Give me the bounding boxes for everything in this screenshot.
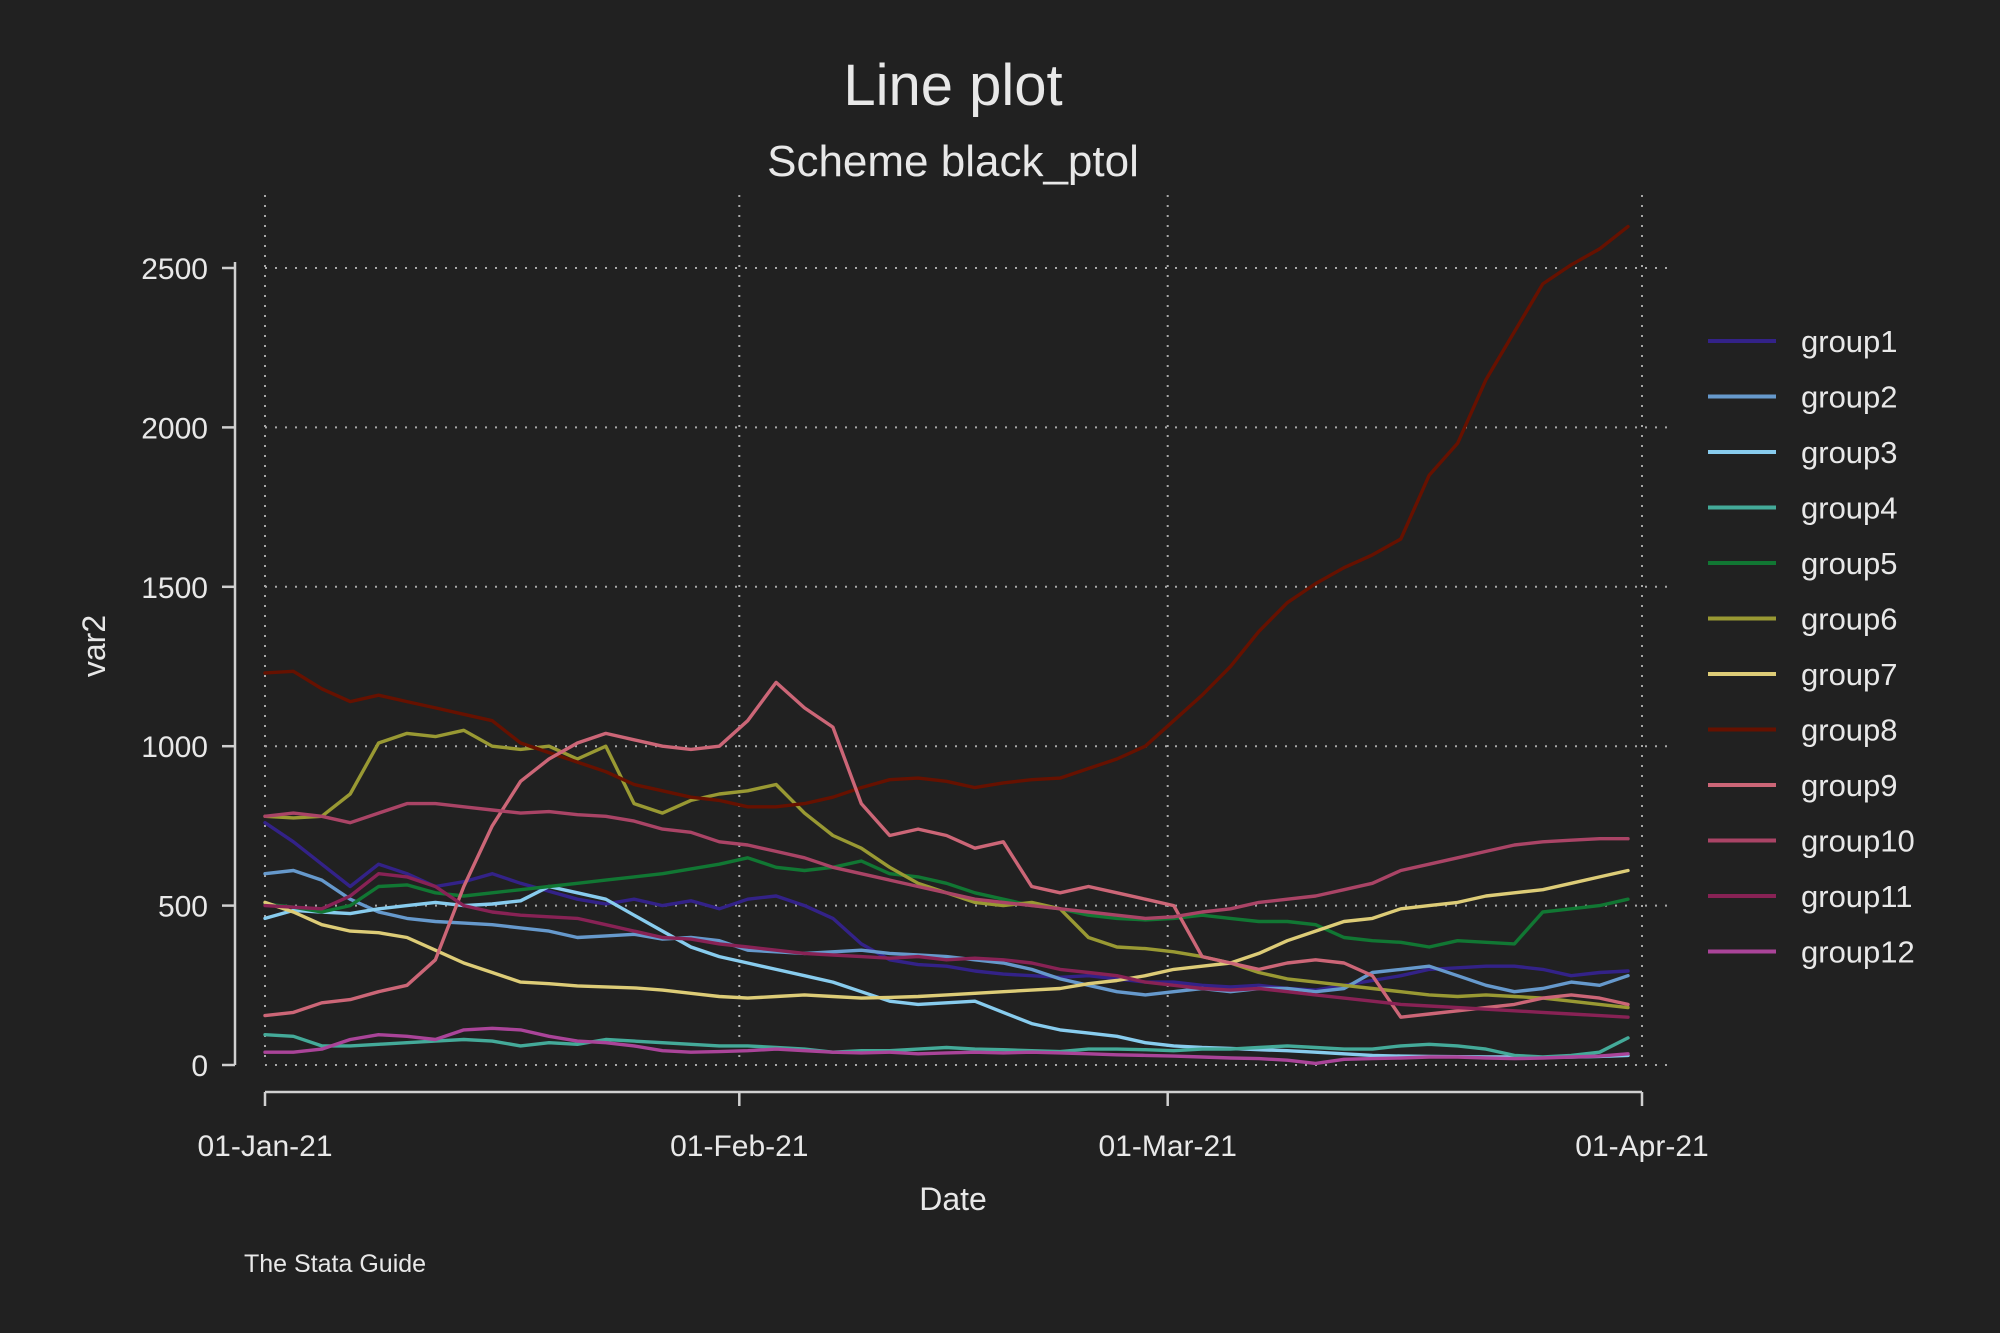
y-tick-label-1500: 1500 xyxy=(141,572,208,605)
legend-label-group2: group2 xyxy=(1801,380,1898,415)
x-tick-label-01-Apr-21: 01-Apr-21 xyxy=(1575,1130,1708,1163)
legend-label-group1: group1 xyxy=(1801,324,1898,359)
series-line-group1 xyxy=(263,821,1630,992)
series-line-group12 xyxy=(263,1026,1630,1066)
series-line-group4 xyxy=(263,1032,1630,1059)
y-tick-label-2500: 2500 xyxy=(141,253,208,286)
series-line-group9 xyxy=(263,680,1630,1019)
legend-label-group11: group11 xyxy=(1801,879,1912,914)
series-line-group10 xyxy=(263,801,1630,921)
series-line-group11 xyxy=(263,872,1630,1019)
chart-title: Line plot xyxy=(843,53,1062,118)
y-tick-label-1000: 1000 xyxy=(141,731,208,764)
legend-label-group7: group7 xyxy=(1801,657,1898,692)
legend-label-group10: group10 xyxy=(1801,824,1915,859)
y-tick-label-2000: 2000 xyxy=(141,412,208,445)
legend-label-group12: group12 xyxy=(1801,935,1915,970)
y-axis-title: var2 xyxy=(76,615,112,677)
legend-label-group8: group8 xyxy=(1801,713,1898,748)
x-tick-label-01-Mar-21: 01-Mar-21 xyxy=(1099,1130,1237,1163)
chart-note: The Stata Guide xyxy=(244,1250,426,1278)
chart-subtitle: Scheme black_ptol xyxy=(767,137,1139,186)
legend-label-group9: group9 xyxy=(1801,768,1898,803)
legend: group1 group2 group3 group4 group5 group6 grou… xyxy=(1708,324,1915,970)
x-tick-label-01-Jan-21: 01-Jan-21 xyxy=(197,1130,332,1163)
series-line-group5 xyxy=(263,856,1630,949)
series-lines xyxy=(263,224,1630,1066)
x-axis-ticks: 01-Jan-21 01-Feb-21 01-Mar-21 01-Apr-21 xyxy=(197,1092,1709,1163)
legend-label-group5: group5 xyxy=(1801,546,1898,581)
y-axis-ticks: 0 500 1000 1500 2000 2500 xyxy=(141,253,235,1083)
y-tick-label-500: 500 xyxy=(158,891,208,924)
legend-label-group6: group6 xyxy=(1801,602,1898,637)
series-line-group7 xyxy=(263,868,1630,1000)
grid-lines xyxy=(264,195,1668,1066)
x-axis-title: Date xyxy=(919,1181,987,1217)
legend-label-group3: group3 xyxy=(1801,435,1898,470)
series-line-group3 xyxy=(263,884,1630,1060)
series-line-group8 xyxy=(263,224,1630,809)
series-line-group2 xyxy=(263,868,1630,997)
y-tick-label-0: 0 xyxy=(191,1050,208,1083)
x-tick-label-01-Feb-21: 01-Feb-21 xyxy=(670,1130,808,1163)
legend-label-group4: group4 xyxy=(1801,491,1898,526)
